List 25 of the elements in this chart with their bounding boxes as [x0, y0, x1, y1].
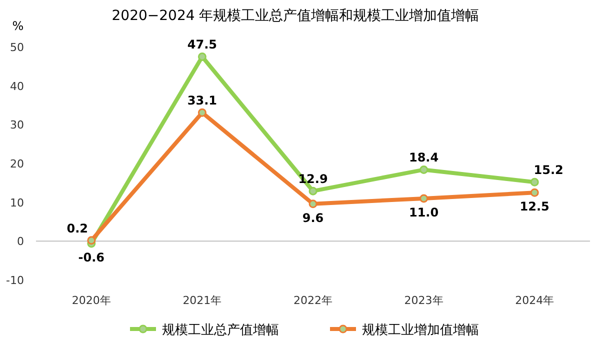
legend-label: 规模工业增加值增幅 [362, 323, 479, 338]
legend-label: 规模工业总产值增幅 [162, 323, 279, 338]
data-label: 0.2 [66, 221, 88, 236]
y-tick-label: 50 [10, 41, 24, 54]
y-tick-label: 20 [10, 158, 24, 170]
data-label: 12.5 [520, 200, 550, 214]
x-tick-label: 2021年 [182, 294, 222, 307]
data-label: 9.6 [302, 210, 324, 225]
x-tick-label: 2023年 [404, 294, 444, 307]
y-tick-label: 40 [10, 80, 24, 93]
data-label: -0.6 [78, 250, 105, 264]
data-label: 47.5 [187, 38, 218, 52]
y-tick-label: -10 [6, 274, 24, 287]
data-label: 15.2 [534, 163, 564, 178]
x-tick-label: 2024年 [515, 294, 554, 307]
y-tick-label: 0 [17, 235, 24, 248]
x-tick-label: 2022年 [294, 294, 332, 307]
y-axis-title: % [12, 19, 24, 33]
x-tick-label: 2020年 [72, 294, 111, 307]
chart-title: 2020−2024 年规模工业总产值增幅和规模工业增加值增幅 [112, 8, 480, 24]
y-tick-label: 10 [10, 196, 24, 210]
data-label: 11.0 [408, 205, 439, 220]
data-label: 33.1 [187, 94, 218, 108]
y-tick-label: 30 [10, 118, 24, 132]
data-label: 18.4 [408, 150, 439, 165]
